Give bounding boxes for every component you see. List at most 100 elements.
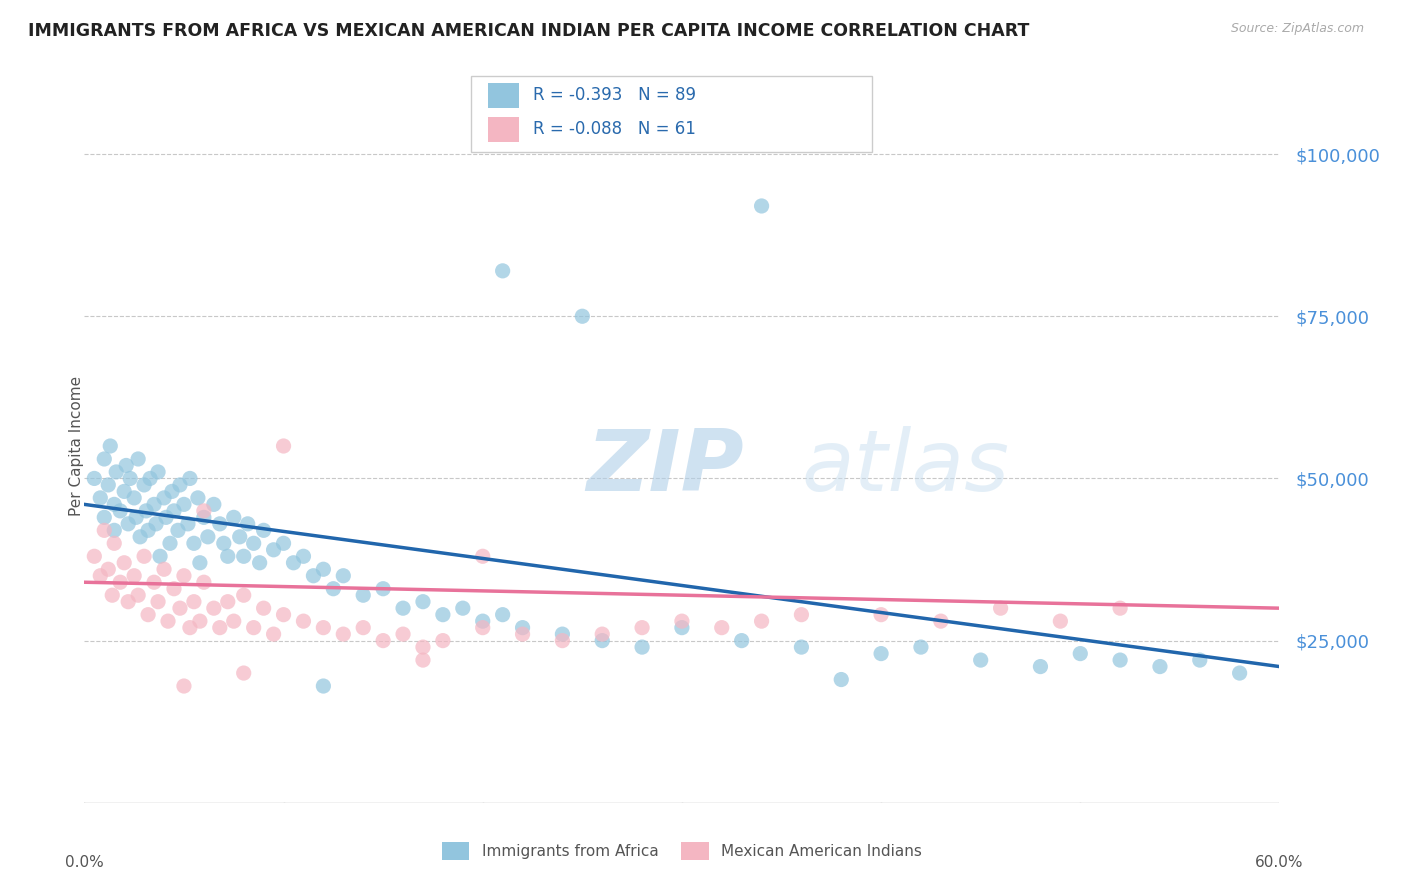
Text: Source: ZipAtlas.com: Source: ZipAtlas.com [1230,22,1364,36]
Point [373,633,395,648]
Point [117,595,139,609]
Point [167,524,190,538]
Point [412,640,434,654]
Point [155,510,177,524]
Point [412,595,434,609]
Point [145,516,167,531]
Point [83,549,105,564]
Point [202,601,225,615]
Point [173,497,195,511]
Point [631,621,654,635]
Point [432,607,454,622]
Point [183,536,205,550]
Point [188,614,211,628]
Point [143,497,166,511]
Point [202,497,225,511]
Point [125,510,148,524]
Point [292,549,315,564]
Point [232,549,254,564]
Point [103,524,125,538]
Point [352,588,374,602]
Point [146,595,169,609]
Point [471,549,494,564]
Point [132,478,156,492]
Point [751,199,773,213]
Text: 60.0%: 60.0% [1256,855,1303,870]
Point [512,621,534,635]
Point [89,491,111,505]
Point [193,575,215,590]
Point [332,568,354,582]
Point [731,633,754,648]
Point [143,575,166,590]
Point [97,562,120,576]
Point [157,614,180,628]
Point [188,556,211,570]
Point [236,516,259,531]
Point [273,536,295,550]
Point [122,491,145,505]
Point [412,653,434,667]
Point [179,471,201,485]
Point [208,621,231,635]
Point [830,673,852,687]
Text: R = -0.393   N = 89: R = -0.393 N = 89 [533,87,696,104]
Point [103,536,125,550]
Point [173,679,195,693]
Point [177,516,200,531]
Point [173,568,195,582]
Text: ZIP: ZIP [586,425,744,509]
Point [392,627,415,641]
Point [432,633,454,648]
Point [990,601,1012,615]
Point [263,627,285,641]
Point [153,562,176,576]
Text: atlas: atlas [801,425,1010,509]
Point [253,524,276,538]
Point [112,484,135,499]
Point [910,640,932,654]
Point [512,627,534,641]
Point [149,549,172,564]
Point [302,568,325,582]
Point [870,647,893,661]
Point [591,633,613,648]
Point [169,478,191,492]
Point [208,516,231,531]
Point [136,524,159,538]
Point [153,491,176,505]
Point [105,465,128,479]
Point [160,484,183,499]
Point [451,601,474,615]
Point [163,504,186,518]
Point [139,471,162,485]
Point [312,679,335,693]
Point [135,504,157,518]
Point [197,530,219,544]
Point [179,621,201,635]
Point [193,504,215,518]
Point [929,614,952,628]
Point [492,607,515,622]
Point [471,614,494,628]
Point [193,510,215,524]
Text: R = -0.088   N = 61: R = -0.088 N = 61 [533,120,696,138]
Point [217,549,239,564]
Point [112,556,135,570]
Point [631,640,654,654]
Point [222,510,245,524]
Point [492,264,515,278]
Point [332,627,354,641]
Text: IMMIGRANTS FROM AFRICA VS MEXICAN AMERICAN INDIAN PER CAPITA INCOME CORRELATION : IMMIGRANTS FROM AFRICA VS MEXICAN AMERIC… [28,22,1029,40]
Point [1069,647,1091,661]
Point [253,601,276,615]
Point [115,458,138,473]
Point [110,504,132,518]
Point [163,582,186,596]
Point [312,562,335,576]
Point [751,614,773,628]
Point [551,633,574,648]
Point [273,607,295,622]
Point [120,471,142,485]
Point [98,439,121,453]
